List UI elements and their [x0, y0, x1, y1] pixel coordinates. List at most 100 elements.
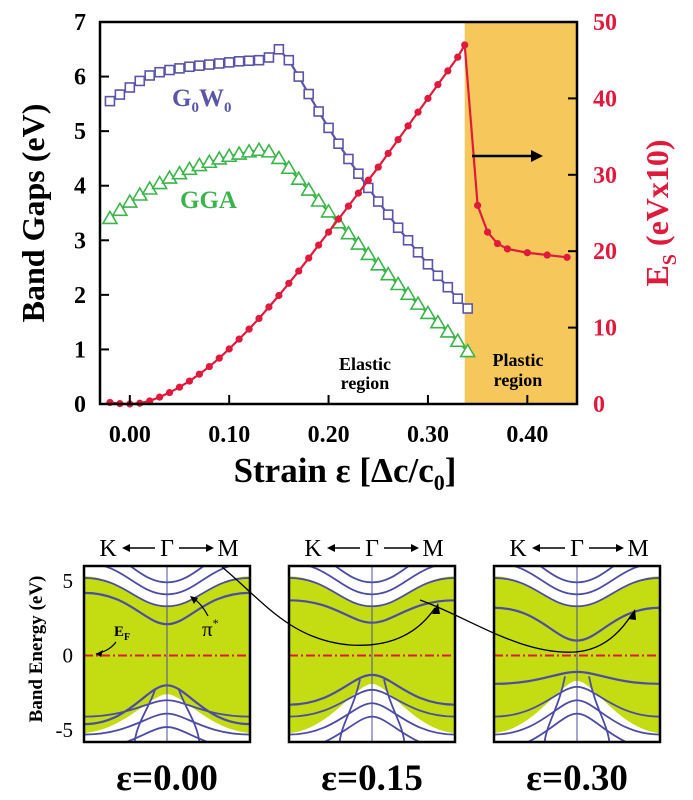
data-point-g0w0-5: [154, 66, 165, 78]
label-m: M: [422, 536, 443, 562]
data-point-g0w0-7: [174, 63, 185, 74]
data-point-es-32: [424, 94, 432, 102]
panel-frame: [287, 564, 457, 744]
steep-band-line-0: [338, 679, 361, 742]
band-tick-label-0: 5: [63, 569, 74, 593]
data-point-g0w0-3: [134, 75, 146, 87]
data-point-gga-1: [111, 201, 129, 217]
x-tick-label-1: 0.10: [208, 422, 250, 448]
y-tick-label-1: 1: [74, 337, 86, 363]
fermi-level-label: EF: [114, 624, 130, 643]
data-point-gga-36: [459, 343, 477, 358]
data-point-es-37: [474, 201, 482, 209]
data-point-g0w0-9: [194, 60, 205, 71]
data-point-es-14: [245, 325, 253, 333]
data-point-gga-29: [389, 275, 407, 291]
steep-band-line-1: [588, 676, 611, 742]
data-point-es-40: [503, 245, 512, 253]
panel-frame: [492, 564, 662, 744]
x-tick-label-2: 0.20: [308, 422, 350, 448]
data-point-g0w0-12: [223, 57, 235, 68]
top-chart-series: [101, 41, 571, 408]
x-tick-label-0: 0.00: [109, 422, 151, 448]
data-point-gga-0: [101, 209, 119, 225]
label-gamma: Γ: [570, 536, 584, 562]
data-point-es-8: [185, 377, 194, 385]
label-gamma: Γ: [160, 536, 174, 562]
data-point-es-34: [444, 67, 452, 75]
data-point-gga-16: [260, 143, 278, 158]
top-axis-ticks: 0 1 2 3 4 5 6 7 0 10 20 30 40 50 0.00 0.10 0.20 0.30 0.40: [74, 10, 617, 448]
data-point-es-16: [265, 303, 273, 311]
data-point-g0w0-31: [412, 246, 424, 258]
data-point-gga-2: [121, 193, 139, 208]
data-point-g0w0-16: [263, 52, 275, 63]
data-point-es-29: [394, 136, 402, 144]
data-point-g0w0-29: [392, 222, 404, 234]
y-tick-label-7: 7: [74, 10, 86, 36]
data-point-gga-15: [250, 141, 268, 157]
data-point-g0w0-11: [213, 58, 225, 69]
data-point-es-20: [305, 254, 313, 262]
data-point-g0w0-36: [462, 303, 473, 314]
data-point-es-35: [454, 53, 462, 61]
data-point-g0w0-2: [124, 82, 136, 93]
data-point-gga-28: [379, 266, 397, 281]
data-point-es-19: [295, 267, 303, 275]
band-structure-panels: Band Energy (eV) 5 0 -5 K Γ Mε=0.00 K Γ Mε=0.15…: [26, 536, 662, 799]
data-point-es-26: [364, 176, 372, 184]
arrow-head-m: [411, 544, 419, 552]
x-tick-label-3: 0.30: [407, 422, 449, 448]
y2-tick-label-2: 20: [593, 239, 617, 265]
data-point-g0w0-28: [382, 209, 394, 220]
x-tick-label-4: 0.40: [506, 422, 548, 448]
data-point-es-25: [354, 189, 362, 197]
data-point-g0w0-0: [104, 95, 116, 107]
data-point-es-15: [255, 314, 263, 323]
data-point-g0w0-14: [243, 55, 255, 67]
plastic-region-shading: [464, 22, 577, 404]
strain-label-1: ε=0.15: [321, 758, 423, 799]
transition-arrow-2: [419, 599, 633, 653]
data-point-g0w0-17: [273, 43, 285, 55]
arrow-head-k: [122, 544, 130, 552]
y-tick-label-5: 5: [74, 119, 86, 145]
data-point-g0w0-19: [293, 71, 305, 82]
data-point-gga-18: [280, 159, 298, 175]
band-panel-2: K Γ Mε=0.30: [492, 536, 662, 799]
data-point-es-24: [344, 202, 353, 210]
data-point-gga-27: [369, 256, 387, 271]
steep-band-line-0: [543, 676, 566, 742]
g0w0-series-label: G0W0: [172, 85, 231, 116]
data-point-es-9: [195, 370, 203, 378]
label-m: M: [217, 536, 238, 562]
y-tick-label-6: 6: [74, 65, 86, 91]
data-point-g0w0-15: [253, 54, 265, 66]
band-panel-0: K Γ Mε=0.00: [82, 536, 252, 799]
label-gamma: Γ: [365, 536, 379, 562]
data-point-g0w0-25: [353, 168, 364, 180]
data-point-gga-32: [419, 304, 437, 320]
y-axis-label: Band Gaps (eV): [15, 104, 51, 323]
band-panels: K Γ Mε=0.00 K Γ Mε=0.15 K Γ Mε=0.30: [82, 536, 662, 799]
data-point-es-23: [334, 215, 343, 223]
data-point-es-21: [315, 241, 323, 249]
label-k: K: [509, 536, 527, 562]
data-point-g0w0-10: [204, 59, 215, 70]
data-point-g0w0-24: [343, 153, 354, 165]
data-point-gga-25: [349, 235, 367, 250]
data-point-es-7: [175, 383, 184, 391]
y2-tick-label-3: 30: [593, 163, 617, 189]
data-point-g0w0-6: [164, 64, 175, 76]
data-point-es-10: [205, 362, 213, 371]
transition-arrow-1-head: [432, 603, 440, 614]
data-point-gga-31: [409, 295, 427, 310]
data-point-es-4: [146, 397, 154, 405]
y2-tick-label-0: 0: [593, 392, 605, 418]
data-point-gga-21: [310, 192, 328, 207]
y-tick-label-0: 0: [74, 392, 86, 418]
data-point-es-41: [523, 249, 531, 257]
label-k: K: [304, 536, 322, 562]
